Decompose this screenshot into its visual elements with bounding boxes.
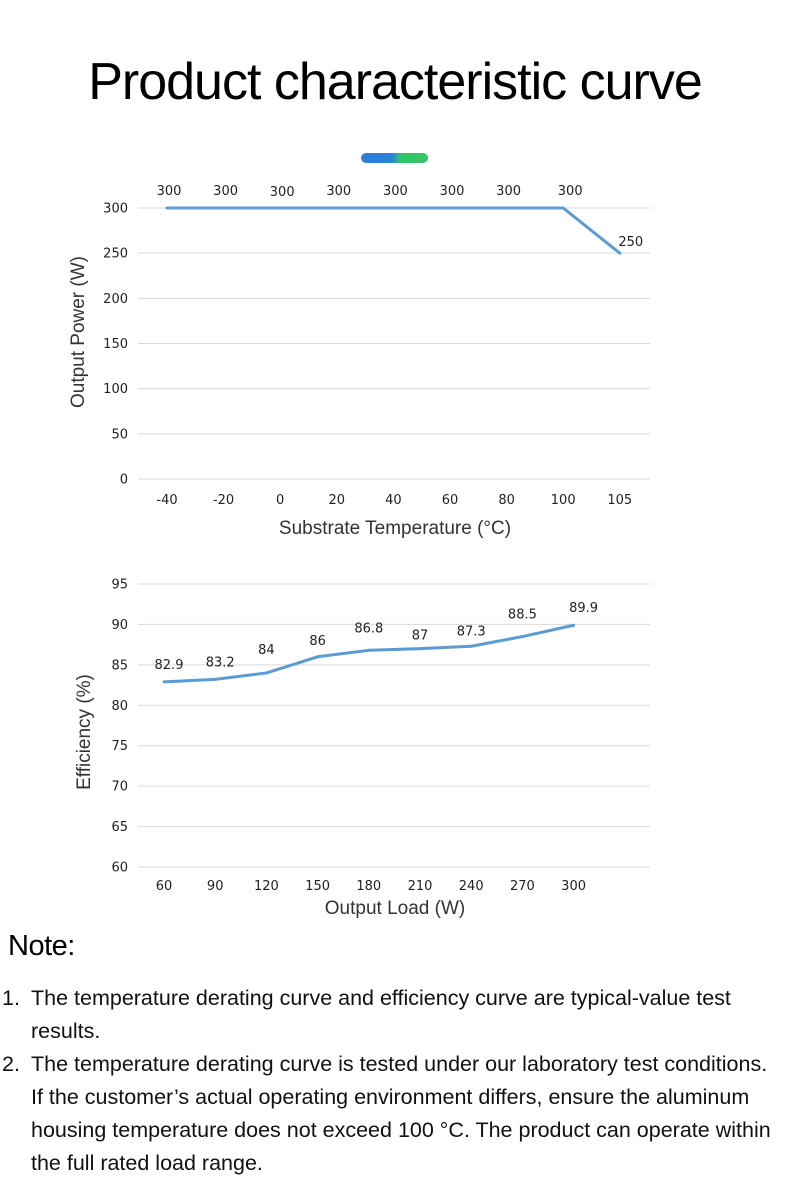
data-label: 300 — [270, 185, 295, 200]
data-point — [469, 644, 473, 648]
data-point — [418, 647, 422, 651]
data-label: 86.8 — [354, 621, 383, 636]
y-tick-label: 200 — [103, 292, 128, 307]
data-label: 87 — [412, 629, 429, 644]
data-label: 84 — [258, 643, 275, 658]
note-title: Note: — [8, 930, 75, 962]
x-tick-label: 100 — [551, 493, 576, 508]
data-point — [165, 206, 169, 210]
data-label: 86 — [309, 634, 326, 649]
x-tick-label: -20 — [213, 493, 234, 508]
x-tick-label: 20 — [329, 493, 346, 508]
x-tick-label: 240 — [459, 879, 484, 894]
efficiency-chart: 60 65 70 75 80 85 90 95 60 90 120 150 180 210 240 270 30… — [74, 578, 650, 919]
y-tick-label: 70 — [111, 780, 128, 795]
x-tick-label: 90 — [207, 879, 224, 894]
series-line — [167, 206, 621, 255]
data-label: 300 — [496, 184, 521, 199]
y-tick-label: 0 — [120, 473, 128, 488]
note-item: 2. The temperature derating curve is tes… — [0, 1048, 790, 1180]
y-axis-title: Efficiency (%) — [74, 674, 95, 790]
data-label: 82.9 — [155, 658, 184, 673]
y-tick-label: 300 — [103, 202, 128, 217]
x-tick-label: 0 — [276, 493, 284, 508]
note-number: 2. — [2, 1052, 20, 1076]
data-point — [572, 623, 576, 627]
data-point — [561, 206, 565, 210]
data-label: 83.2 — [206, 655, 235, 670]
x-axis-title: Output Load (W) — [325, 898, 465, 919]
y-tick-label: 60 — [111, 861, 128, 876]
x-tick-label: -40 — [156, 493, 177, 508]
x-tick-label: 60 — [442, 493, 459, 508]
note-text: The temperature derating curve is tested… — [31, 1052, 771, 1175]
x-axis-title: Substrate Temperature (°C) — [279, 518, 511, 539]
y-axis-title: Output Power (W) — [68, 256, 89, 408]
data-label: 300 — [383, 184, 408, 199]
y-tick-label: 150 — [103, 337, 128, 352]
x-tick-label: 300 — [561, 879, 586, 894]
y-tick-label: 250 — [103, 247, 128, 262]
y-tick-label: 85 — [111, 658, 128, 673]
data-point — [505, 206, 509, 210]
y-tick-label: 50 — [111, 427, 128, 442]
y-tick-label: 80 — [111, 699, 128, 714]
x-tick-label: 150 — [305, 879, 330, 894]
data-label: 300 — [326, 184, 351, 199]
data-point — [391, 206, 395, 210]
data-point — [316, 655, 320, 659]
data-point — [264, 671, 268, 675]
data-point — [335, 206, 339, 210]
x-tick-label: 60 — [156, 879, 173, 894]
note-number: 1. — [2, 986, 20, 1010]
data-label: 300 — [157, 184, 182, 199]
note-text: The temperature derating curve and effic… — [31, 986, 731, 1043]
data-point — [520, 635, 524, 639]
data-point — [618, 251, 622, 255]
x-tick-label: 270 — [510, 879, 535, 894]
data-point — [278, 206, 282, 210]
output-power-chart: 0 50 100 150 200 250 300 -40 -20 0 20 40 60 80 100 105 3… — [68, 184, 650, 539]
x-tick-label: 210 — [408, 879, 433, 894]
y-tick-label: 75 — [111, 739, 128, 754]
data-point — [367, 648, 371, 652]
data-label: 250 — [618, 235, 643, 250]
x-tick-label: 105 — [607, 493, 632, 508]
page-title: Product characteristic curve — [88, 53, 703, 111]
data-label: 87.3 — [457, 624, 486, 639]
x-tick-label: 40 — [385, 493, 402, 508]
note-item: 1. The temperature derating curve and ef… — [0, 982, 790, 1048]
data-point — [448, 206, 452, 210]
data-point — [213, 677, 217, 681]
y-tick-label: 65 — [111, 820, 128, 835]
data-point — [162, 680, 166, 684]
y-tick-label: 95 — [111, 578, 128, 593]
x-tick-label: 180 — [356, 879, 381, 894]
data-label: 300 — [213, 184, 238, 199]
x-tick-label: 120 — [254, 879, 279, 894]
data-point — [222, 206, 226, 210]
data-label: 88.5 — [508, 608, 537, 623]
note-list: 1. The temperature derating curve and ef… — [0, 982, 790, 1180]
y-tick-label: 90 — [111, 618, 128, 633]
x-tick-label: 80 — [498, 493, 515, 508]
data-label: 89.9 — [569, 601, 598, 616]
y-tick-label: 100 — [103, 382, 128, 397]
data-label: 300 — [440, 184, 465, 199]
data-label: 300 — [558, 184, 583, 199]
legend-color-bar — [361, 153, 428, 163]
